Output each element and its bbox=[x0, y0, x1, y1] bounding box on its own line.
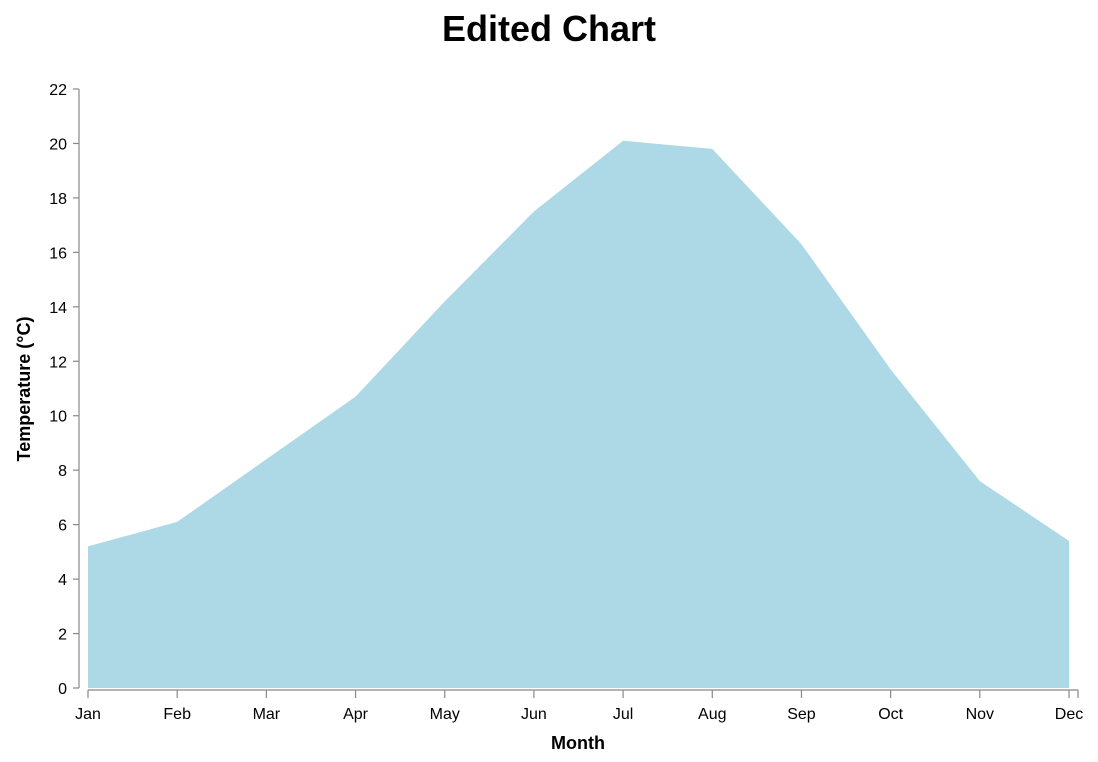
x-tick-label: Oct bbox=[878, 706, 903, 723]
x-tick-label: Jun bbox=[521, 706, 547, 723]
x-tick-label: Jan bbox=[75, 706, 101, 723]
temperature-area bbox=[88, 140, 1069, 689]
y-tick-label: 22 bbox=[49, 82, 67, 99]
y-tick-label: 8 bbox=[58, 463, 67, 480]
y-tick-label: 10 bbox=[49, 409, 67, 426]
x-tick-label: Sep bbox=[787, 706, 816, 723]
x-tick-label: Nov bbox=[966, 706, 994, 723]
x-tick-label: May bbox=[430, 706, 460, 723]
x-tick-label: Dec bbox=[1055, 706, 1083, 723]
y-tick-label: 18 bbox=[49, 191, 67, 208]
x-tick-label: Feb bbox=[163, 706, 191, 723]
x-axis: Jan Feb Mar Apr May Jun Jul Aug Sep Oct Nov Dec bbox=[75, 689, 1083, 723]
y-tick-label: 2 bbox=[58, 627, 67, 644]
y-axis: 0 2 4 6 8 10 12 14 16 18 20 22 bbox=[49, 82, 80, 698]
y-tick-label: 6 bbox=[58, 518, 67, 535]
x-tick-label: Aug bbox=[698, 706, 726, 723]
y-axis-title: Temperature (°C) bbox=[14, 317, 34, 462]
y-tick-label: 0 bbox=[58, 681, 67, 698]
chart-title: Edited Chart bbox=[442, 8, 656, 49]
y-tick-label: 4 bbox=[58, 572, 67, 589]
x-tick-label: Jul bbox=[613, 706, 633, 723]
x-tick-label: Mar bbox=[253, 706, 281, 723]
x-tick-label: Apr bbox=[343, 706, 369, 723]
y-tick-label: 20 bbox=[49, 136, 67, 153]
y-tick-label: 12 bbox=[49, 354, 67, 371]
plot-area bbox=[88, 140, 1069, 689]
y-tick-label: 14 bbox=[49, 300, 67, 317]
x-axis-title: Month bbox=[551, 733, 605, 753]
y-tick-label: 16 bbox=[49, 245, 67, 262]
